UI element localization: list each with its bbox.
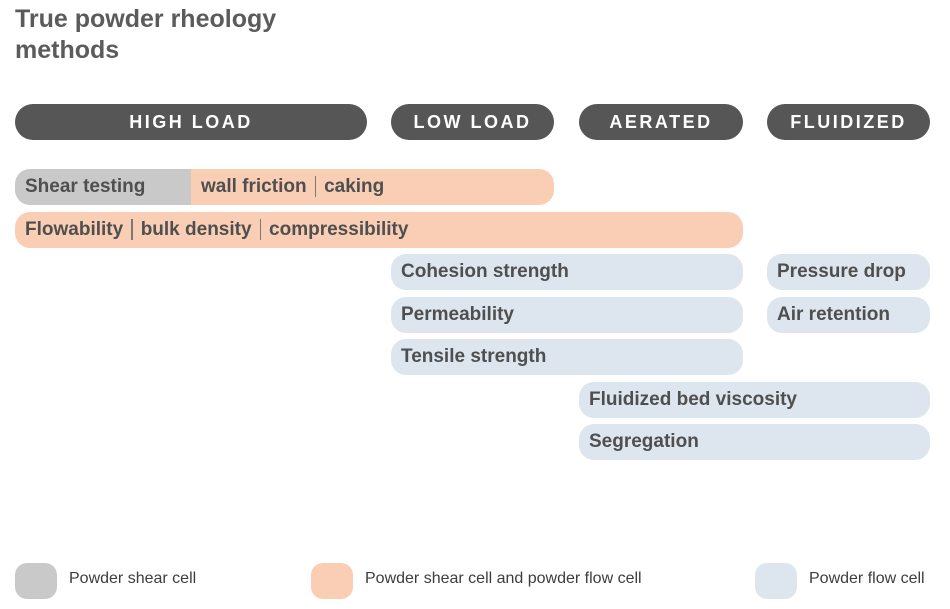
category-aerated: AERATED bbox=[579, 104, 743, 140]
method-bulk-density: bulk density bbox=[140, 219, 252, 240]
bar-fluidized-bed-viscosity: Fluidized bed viscosity bbox=[579, 382, 930, 418]
bar-shear-testing: Shear testing bbox=[15, 169, 191, 205]
method-segregation: Segregation bbox=[589, 431, 699, 452]
separator bbox=[259, 219, 262, 241]
bar-air-retention: Air retention bbox=[767, 297, 930, 333]
separator bbox=[131, 219, 133, 241]
method-fluidized-bed-viscosity: Fluidized bed viscosity bbox=[589, 389, 797, 410]
bar-cohesion-strength: Cohesion strength bbox=[391, 254, 743, 290]
method-compressibility: compressibility bbox=[269, 219, 409, 240]
legend-label-flow-cell: Powder flow cell bbox=[809, 570, 925, 587]
method-tensile-strength: Tensile strength bbox=[401, 346, 547, 367]
legend-swatch-shear-cell bbox=[15, 563, 57, 599]
method-pressure-drop: Pressure drop bbox=[777, 261, 906, 282]
bar-flowability: Flowability bulk density compressibility bbox=[15, 212, 743, 248]
category-fluidized: FLUIDIZED bbox=[767, 104, 930, 140]
legend-label-shear-and-flow-cell: Powder shear cell and powder flow cell bbox=[365, 570, 642, 587]
legend-swatch-shear-and-flow-cell bbox=[311, 563, 353, 599]
diagram-title: True powder rheology methods bbox=[15, 5, 277, 64]
bar-permeability: Permeability bbox=[391, 297, 743, 333]
category-low-load: LOW LOAD bbox=[391, 104, 554, 140]
separator bbox=[314, 176, 317, 198]
method-caking: caking bbox=[324, 176, 385, 197]
method-wall-friction: wall friction bbox=[201, 176, 307, 197]
bar-tensile-strength: Tensile strength bbox=[391, 339, 743, 375]
legend-label-shear-cell: Powder shear cell bbox=[69, 570, 197, 587]
legend-swatch-flow-cell bbox=[755, 563, 797, 599]
bar-segregation: Segregation bbox=[579, 424, 930, 460]
method-air-retention: Air retention bbox=[777, 304, 890, 325]
method-permeability: Permeability bbox=[401, 304, 514, 325]
bar-pressure-drop: Pressure drop bbox=[767, 254, 930, 290]
method-shear-testing: Shear testing bbox=[25, 176, 146, 197]
method-flowability: Flowability bbox=[25, 219, 124, 240]
bar-wall-friction-caking: wall friction caking bbox=[175, 169, 554, 205]
method-cohesion-strength: Cohesion strength bbox=[401, 261, 569, 282]
category-high-load: HIGH LOAD bbox=[15, 104, 367, 140]
